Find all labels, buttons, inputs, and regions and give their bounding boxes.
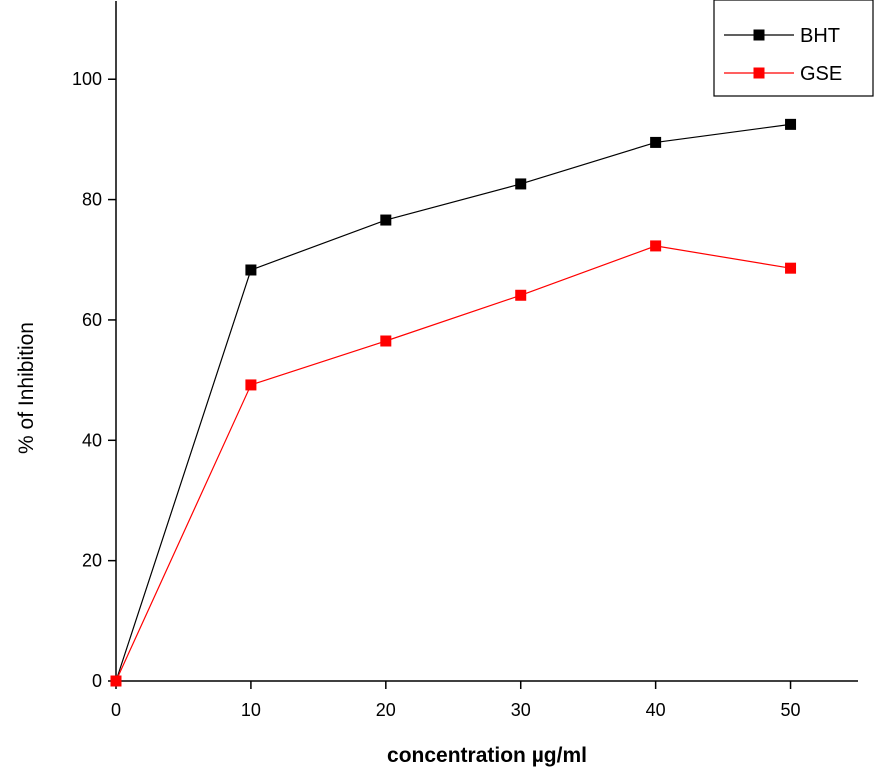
marker	[650, 240, 661, 251]
chart: concentration µg/ml % of Inhibition 0 10 2…	[0, 0, 874, 772]
y-tick-label: 80	[82, 190, 102, 210]
x-tick-label: 20	[376, 700, 396, 720]
y-axis-label: % of Inhibition	[15, 322, 38, 454]
marker	[245, 264, 256, 275]
y-tick-label: 0	[92, 671, 102, 691]
marker	[111, 676, 122, 687]
marker	[515, 290, 526, 301]
marker	[785, 119, 796, 130]
x-axis-label: concentration µg/ml	[387, 744, 587, 767]
y-tick-label: 60	[82, 310, 102, 330]
y-tick-label: 100	[72, 69, 102, 89]
y-tick-label: 20	[82, 551, 102, 571]
marker	[380, 215, 391, 226]
x-tick-label: 50	[781, 700, 801, 720]
legend-box	[714, 0, 873, 96]
legend-label: GSE	[800, 63, 842, 85]
x-tick-label: 0	[111, 700, 121, 720]
marker	[380, 336, 391, 347]
marker	[245, 379, 256, 390]
x-tick-label: 40	[646, 700, 666, 720]
series-line	[116, 124, 791, 681]
legend-marker	[754, 68, 765, 79]
legend-label: BHT	[800, 25, 840, 47]
y-tick-label: 40	[82, 430, 102, 450]
marker	[515, 178, 526, 189]
series-line	[116, 246, 791, 681]
legend-marker	[754, 30, 765, 41]
marker	[650, 137, 661, 148]
x-tick-label: 30	[511, 700, 531, 720]
marker	[785, 263, 796, 274]
x-tick-label: 10	[241, 700, 261, 720]
